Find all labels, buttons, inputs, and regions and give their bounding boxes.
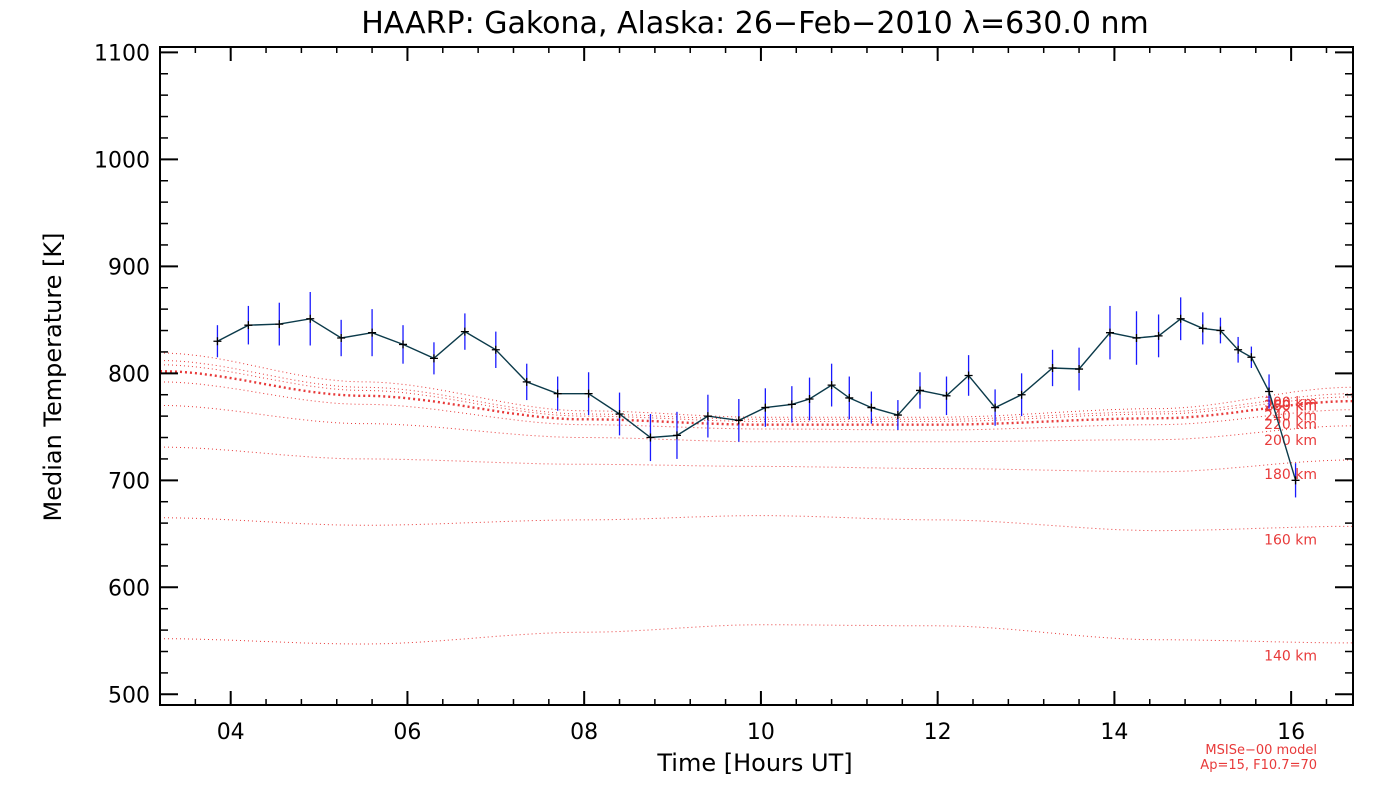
data-series (213, 292, 1300, 498)
y-tick-label: 600 (108, 576, 150, 601)
data-point (213, 337, 222, 346)
data-point (244, 321, 253, 330)
data-point (942, 391, 951, 400)
x-tick-label: 16 (1277, 720, 1305, 745)
model-curve-label: 300 km (1264, 395, 1317, 411)
y-axis-label: Median Temperature [K] (39, 232, 67, 521)
model-curve-label: 180 km (1264, 467, 1317, 483)
data-point (1265, 387, 1274, 396)
data-point (1075, 365, 1084, 374)
data-point (703, 412, 712, 421)
data-point (867, 403, 876, 412)
data-point (646, 433, 655, 442)
model-curve-label: 160 km (1264, 533, 1317, 549)
y-tick-label: 800 (108, 362, 150, 387)
model-curve (159, 370, 1354, 426)
data-point (460, 327, 469, 336)
x-tick-label: 10 (747, 720, 775, 745)
x-tick-label: 04 (217, 720, 245, 745)
data-point (1105, 328, 1114, 337)
data-point (615, 409, 624, 418)
data-point (522, 377, 531, 386)
y-tick-label: 900 (108, 255, 150, 280)
data-point (1017, 390, 1026, 399)
model-curve-label: 200 km (1264, 433, 1317, 449)
data-point (845, 393, 854, 402)
x-tick-label: 06 (393, 720, 421, 745)
data-point (1048, 363, 1057, 372)
data-point (584, 389, 593, 398)
data-point (734, 416, 743, 425)
data-point (991, 403, 1000, 412)
data-point (805, 395, 814, 404)
data-point (306, 314, 315, 323)
data-point (1234, 345, 1243, 354)
data-point (275, 320, 284, 329)
data-point (491, 345, 500, 354)
model-curve-label: 280 km (1264, 398, 1317, 414)
model-curve-label: 260 km (1264, 398, 1317, 414)
x-axis-label: Time [Hours UT] (656, 749, 852, 777)
data-point (1216, 326, 1225, 335)
data-point (1198, 324, 1207, 333)
plot-frame (159, 46, 1354, 706)
data-point (1291, 476, 1300, 485)
data-point (1132, 334, 1141, 343)
data-point (1176, 314, 1185, 323)
y-tick-label: 500 (108, 683, 150, 708)
x-tick-label: 14 (1100, 720, 1128, 745)
series-line (217, 317, 1297, 481)
data-point (399, 340, 408, 349)
model-note-2: Ap=15, F10.7=70 (1200, 758, 1317, 773)
y-tick-label: 1100 (94, 41, 150, 66)
model-curve-label: 140 km (1264, 649, 1317, 665)
model-curve (159, 352, 1354, 418)
y-tick-label: 1000 (94, 148, 150, 173)
data-point (1154, 331, 1163, 340)
model-curve (159, 364, 1354, 422)
data-point (787, 400, 796, 409)
model-curve (159, 404, 1354, 443)
model-curve (160, 515, 1354, 532)
x-tick-label: 12 (924, 720, 952, 745)
data-point (964, 371, 973, 380)
model-curve (159, 381, 1354, 431)
data-point (827, 381, 836, 390)
model-curve (159, 446, 1354, 473)
data-point (429, 354, 438, 363)
data-point (761, 403, 770, 412)
chart-title: HAARP: Gakona, Alaska: 26−Feb−2010 λ=630… (361, 6, 1149, 41)
model-curve (159, 360, 1354, 420)
data-point (553, 389, 562, 398)
axes: 04 06 08 10 12 14 16 500 600 700 800 900 1000 1100 (94, 41, 1354, 745)
data-point (915, 386, 924, 395)
data-point (1247, 353, 1256, 362)
data-point (368, 328, 377, 337)
data-point (893, 411, 902, 420)
model-note-1: MSISe−00 model (1205, 743, 1317, 758)
data-point (672, 431, 681, 440)
data-point (337, 334, 346, 343)
y-tick-label: 700 (108, 469, 150, 494)
x-tick-label: 08 (570, 720, 598, 745)
model-curve (160, 624, 1353, 645)
